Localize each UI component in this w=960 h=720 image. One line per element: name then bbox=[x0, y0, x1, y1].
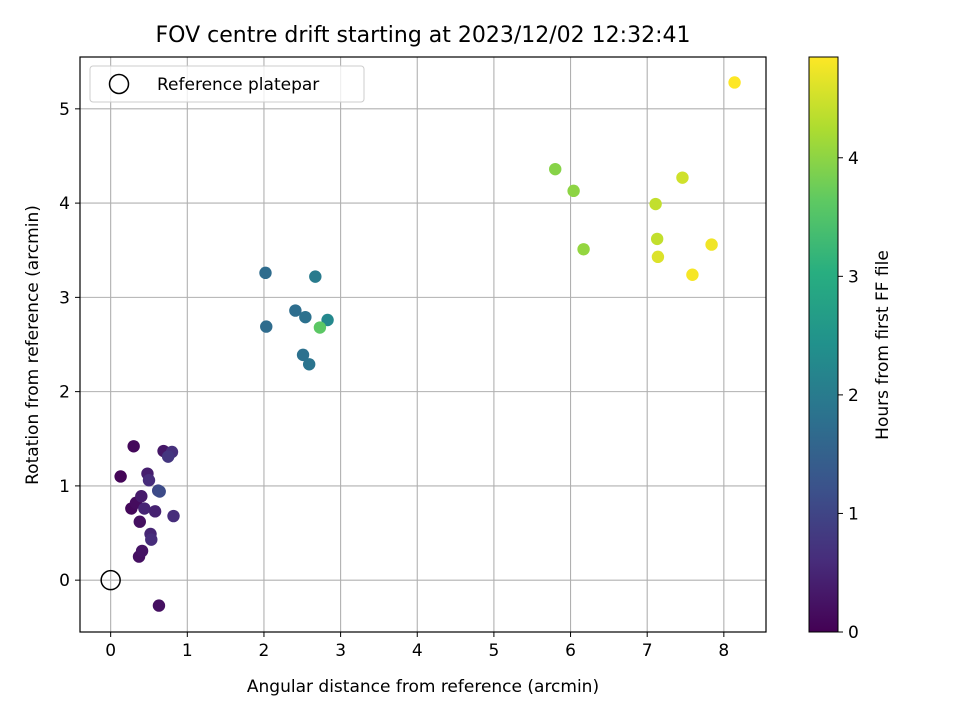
colorbar-tick-label: 1 bbox=[848, 504, 859, 524]
data-point bbox=[259, 266, 272, 280]
data-point bbox=[567, 184, 580, 198]
data-point bbox=[152, 599, 166, 612]
legend: Reference platepar bbox=[89, 65, 365, 103]
y-tick-label: 4 bbox=[59, 194, 70, 214]
data-point bbox=[649, 197, 662, 211]
x-tick-label: 3 bbox=[335, 641, 346, 661]
y-axis-ticks: 0 1 2 3 4 5 bbox=[59, 100, 80, 591]
data-point bbox=[650, 232, 664, 246]
reference-platepar-marker bbox=[100, 569, 121, 591]
colorbar-tick-label: 0 bbox=[848, 623, 859, 643]
data-point bbox=[135, 544, 149, 558]
grid-lines bbox=[80, 57, 766, 632]
data-point bbox=[142, 474, 156, 487]
data-point bbox=[114, 470, 127, 483]
x-tick-label: 1 bbox=[182, 641, 193, 661]
data-point bbox=[321, 313, 334, 327]
colorbar-ticks: 0 1 2 3 4 bbox=[838, 149, 859, 643]
data-point bbox=[302, 358, 316, 371]
data-point bbox=[145, 533, 158, 546]
x-axis-ticks: 0 1 2 3 4 5 6 7 8 bbox=[105, 632, 729, 661]
y-tick-label: 1 bbox=[59, 477, 70, 497]
data-points bbox=[114, 76, 741, 612]
data-point bbox=[313, 321, 327, 334]
x-tick-label: 6 bbox=[565, 641, 576, 661]
reference-marker-layer bbox=[100, 569, 121, 591]
x-tick-label: 4 bbox=[412, 641, 423, 661]
data-point bbox=[138, 502, 151, 515]
colorbar-tick-label: 3 bbox=[848, 267, 859, 287]
plot-frame bbox=[79, 56, 767, 633]
colorbar: 0 1 2 3 4 Hours from first FF file bbox=[808, 56, 893, 643]
colorbar-gradient bbox=[808, 56, 839, 633]
data-point bbox=[577, 243, 590, 256]
legend-entry-label: Reference platepar bbox=[157, 75, 319, 95]
data-point bbox=[260, 320, 273, 333]
data-point bbox=[296, 348, 310, 362]
colorbar-tick-label: 2 bbox=[848, 386, 859, 406]
data-point bbox=[686, 268, 699, 281]
data-point bbox=[148, 505, 162, 518]
data-point bbox=[133, 515, 146, 528]
data-point bbox=[651, 250, 665, 264]
data-point bbox=[309, 270, 322, 283]
y-tick-label: 2 bbox=[59, 383, 70, 403]
x-tick-label: 8 bbox=[718, 641, 729, 661]
y-tick-label: 5 bbox=[59, 100, 70, 120]
data-point bbox=[549, 162, 562, 176]
data-point bbox=[127, 440, 140, 453]
data-point bbox=[289, 304, 302, 317]
legend-marker-icon bbox=[108, 73, 130, 95]
x-tick-label: 7 bbox=[642, 641, 653, 661]
data-point bbox=[161, 450, 175, 463]
data-point bbox=[676, 171, 689, 184]
data-point bbox=[153, 485, 166, 498]
x-axis-label: Angular distance from reference (arcmin) bbox=[247, 677, 599, 697]
x-tick-label: 5 bbox=[488, 641, 499, 661]
x-tick-label: 0 bbox=[105, 641, 116, 661]
colorbar-tick-label: 4 bbox=[848, 149, 859, 169]
x-tick-label: 2 bbox=[259, 641, 270, 661]
data-point bbox=[728, 76, 741, 89]
data-point bbox=[299, 310, 312, 324]
data-point bbox=[135, 490, 148, 503]
y-axis-label: Rotation from reference (arcmin) bbox=[23, 205, 43, 485]
colorbar-label: Hours from first FF file bbox=[873, 250, 893, 440]
data-point bbox=[167, 509, 180, 523]
y-tick-label: 3 bbox=[59, 288, 70, 308]
y-tick-label: 0 bbox=[59, 571, 70, 591]
data-point bbox=[705, 238, 718, 251]
legend-box bbox=[89, 65, 365, 103]
chart-title: FOV centre drift starting at 2023/12/02 … bbox=[156, 23, 691, 48]
